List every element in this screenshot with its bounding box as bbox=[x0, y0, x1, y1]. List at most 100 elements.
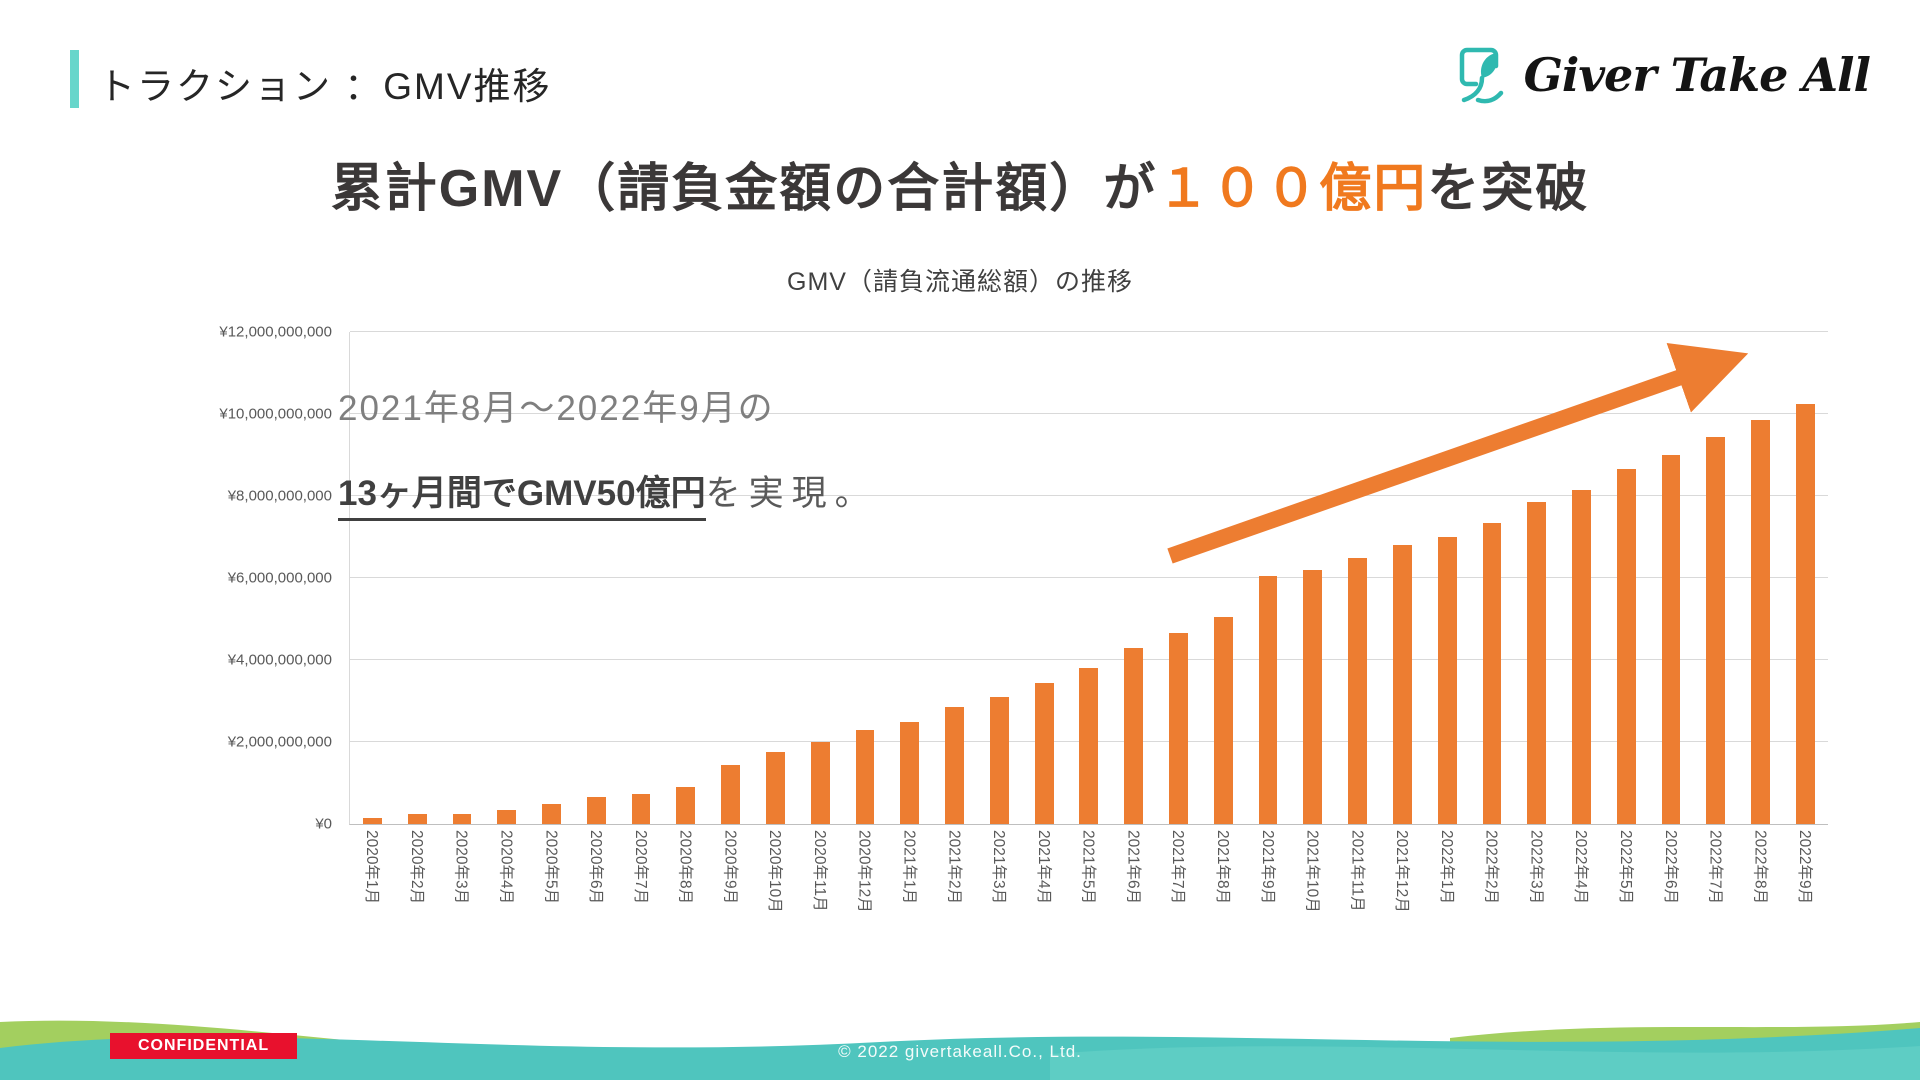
gmv-bar bbox=[1795, 403, 1815, 824]
x-tick-label: 2021年9月 bbox=[1258, 830, 1276, 905]
gmv-bar bbox=[810, 742, 830, 824]
annotation: 2021年8月～2022年9月の 13ヶ月間でGMV50億円を実現。 bbox=[338, 380, 878, 521]
x-slot: 2021年3月 bbox=[976, 830, 1021, 913]
x-tick-label: 2022年6月 bbox=[1661, 830, 1679, 905]
copyright: © 2022 givertakeall.Co., Ltd. bbox=[838, 1042, 1082, 1061]
bar-slot bbox=[663, 332, 708, 824]
gmv-bar bbox=[1661, 455, 1681, 824]
x-tick-label: 2022年1月 bbox=[1437, 830, 1455, 905]
x-tick-label: 2022年3月 bbox=[1527, 830, 1545, 905]
bar-slot bbox=[977, 332, 1022, 824]
bar-slot bbox=[484, 332, 529, 824]
x-slot: 2021年7月 bbox=[1155, 830, 1200, 913]
gmv-bar bbox=[497, 809, 517, 824]
gmv-bar bbox=[676, 787, 696, 824]
main-headline: 累計GMV（請負金額の合計額）が１００億円を突破 bbox=[0, 146, 1920, 221]
annotation-line2-rest: を実現。 bbox=[705, 474, 878, 513]
x-tick-label: 2022年2月 bbox=[1482, 830, 1500, 905]
slide-section-title: トラクション ：GMV推移 bbox=[98, 66, 552, 107]
y-tick-label: ¥10,000,000,000 bbox=[219, 405, 332, 423]
headline-post: を突破 bbox=[1427, 160, 1590, 218]
chart-title: GMV（請負流通総額）の推移 bbox=[787, 268, 1133, 296]
gmv-bar bbox=[1616, 469, 1636, 824]
x-slot: 2021年11月 bbox=[1334, 830, 1379, 913]
x-tick-label: 2021年3月 bbox=[990, 830, 1008, 905]
x-slot: 2022年2月 bbox=[1469, 830, 1514, 913]
gmv-bar bbox=[1213, 616, 1233, 824]
gridline bbox=[350, 659, 1828, 660]
x-tick-label: 2021年12月 bbox=[1393, 830, 1411, 913]
bar-slot bbox=[1514, 332, 1559, 824]
gmv-bar bbox=[855, 729, 875, 824]
gridline bbox=[350, 577, 1828, 578]
bar-slot bbox=[1783, 332, 1828, 824]
bar-slot bbox=[887, 332, 932, 824]
x-slot: 2020年11月 bbox=[797, 830, 842, 913]
bar-slot bbox=[1246, 332, 1291, 824]
x-tick-label: 2020年5月 bbox=[542, 830, 560, 905]
x-slot: 2020年7月 bbox=[618, 830, 663, 913]
bar-slot bbox=[1649, 332, 1694, 824]
x-slot: 2021年2月 bbox=[931, 830, 976, 913]
gmv-bar bbox=[407, 813, 427, 824]
gmv-bar bbox=[721, 764, 741, 824]
x-slot: 2020年10月 bbox=[752, 830, 797, 913]
y-tick-label: ¥0 bbox=[315, 815, 332, 833]
bar-slot bbox=[529, 332, 574, 824]
bar-slot bbox=[843, 332, 888, 824]
gmv-bar bbox=[1303, 569, 1323, 824]
bar-slot bbox=[753, 332, 798, 824]
x-slot: 2022年6月 bbox=[1648, 830, 1693, 913]
bar-slot bbox=[350, 332, 395, 824]
gmv-bar bbox=[1527, 502, 1547, 824]
gmv-bar bbox=[1124, 647, 1144, 824]
y-tick-label: ¥12,000,000,000 bbox=[219, 323, 332, 341]
x-slot: 2022年7月 bbox=[1692, 830, 1737, 913]
footer: CONFIDENTIAL © 2022 givertakeall.Co., Lt… bbox=[0, 1008, 1920, 1080]
bar-slot bbox=[708, 332, 753, 824]
gmv-bar bbox=[1392, 545, 1412, 824]
x-slot: 2020年1月 bbox=[349, 830, 394, 913]
gmv-bar bbox=[900, 721, 920, 824]
bars-row bbox=[350, 332, 1828, 824]
x-tick-label: 2022年5月 bbox=[1617, 830, 1635, 905]
gmv-bar bbox=[631, 794, 651, 824]
bar-slot bbox=[1425, 332, 1470, 824]
x-slot: 2022年4月 bbox=[1558, 830, 1603, 913]
gmv-bar bbox=[1258, 575, 1278, 824]
gmv-bar bbox=[945, 707, 964, 824]
bar-slot bbox=[1067, 332, 1112, 824]
bar-slot bbox=[1022, 332, 1067, 824]
x-tick-label: 2022年8月 bbox=[1751, 830, 1769, 905]
gmv-bar bbox=[1348, 557, 1367, 824]
x-slot: 2022年5月 bbox=[1603, 830, 1648, 913]
x-tick-label: 2020年4月 bbox=[497, 830, 515, 905]
x-slot: 2021年8月 bbox=[1200, 830, 1245, 913]
y-tick-label: ¥8,000,000,000 bbox=[227, 487, 332, 505]
x-slot: 2021年6月 bbox=[1110, 830, 1155, 913]
x-tick-label: 2021年5月 bbox=[1079, 830, 1097, 905]
logo-text: Giver Take All bbox=[1523, 48, 1871, 102]
x-slot: 2021年4月 bbox=[1021, 830, 1066, 913]
x-slot: 2021年1月 bbox=[886, 830, 931, 913]
x-tick-label: 2020年7月 bbox=[631, 830, 649, 905]
x-slot: 2020年5月 bbox=[528, 830, 573, 913]
headline-highlight: １００億円 bbox=[1157, 160, 1428, 218]
x-slot: 2020年2月 bbox=[394, 830, 439, 913]
x-tick-label: 2021年10月 bbox=[1303, 830, 1321, 913]
x-tick-label: 2022年9月 bbox=[1796, 830, 1814, 905]
gridline bbox=[350, 495, 1828, 496]
y-tick-label: ¥2,000,000,000 bbox=[227, 733, 332, 751]
gmv-bar bbox=[1706, 436, 1726, 824]
bar-slot bbox=[1693, 332, 1738, 824]
confidential-badge: CONFIDENTIAL bbox=[110, 1033, 298, 1059]
bar-slot bbox=[619, 332, 664, 824]
gmv-bar bbox=[766, 752, 785, 824]
plot-area bbox=[349, 331, 1828, 825]
x-tick-label: 2020年2月 bbox=[407, 830, 425, 905]
gmv-bar bbox=[1751, 420, 1770, 824]
gmv-bar bbox=[1437, 537, 1457, 824]
x-tick-label: 2021年11月 bbox=[1348, 830, 1366, 912]
gmv-bar bbox=[1169, 633, 1188, 824]
x-tick-label: 2021年8月 bbox=[1213, 830, 1231, 905]
